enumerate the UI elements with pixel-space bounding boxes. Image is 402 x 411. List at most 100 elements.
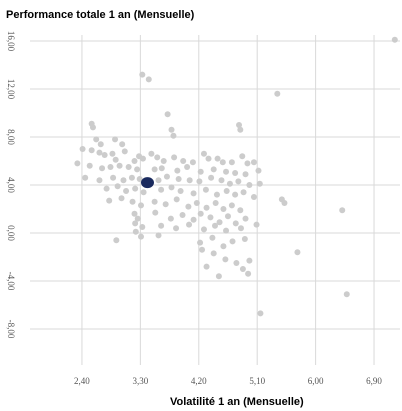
x-tick-label: 5,10 bbox=[249, 376, 265, 386]
data-point bbox=[93, 136, 100, 143]
data-point bbox=[203, 204, 210, 211]
data-point bbox=[107, 164, 114, 170]
data-point bbox=[145, 76, 152, 83]
data-point bbox=[139, 155, 146, 162]
data-point bbox=[140, 189, 147, 196]
data-point bbox=[74, 160, 81, 167]
y-axis-title: Performance totale 1 an (Mensuelle) bbox=[6, 9, 195, 21]
data-point bbox=[186, 177, 193, 184]
data-point bbox=[208, 174, 215, 181]
data-point bbox=[151, 198, 158, 205]
data-point bbox=[152, 209, 159, 216]
data-point bbox=[132, 185, 139, 192]
data-point bbox=[136, 176, 143, 182]
data-point bbox=[168, 184, 175, 191]
x-tick-label: 3,30 bbox=[132, 376, 148, 386]
data-point bbox=[207, 214, 214, 221]
data-point bbox=[113, 237, 120, 244]
data-point bbox=[294, 249, 301, 256]
data-point bbox=[114, 183, 121, 190]
data-point bbox=[339, 207, 346, 214]
y-tick-label: 16,00 bbox=[6, 31, 16, 52]
data-point bbox=[214, 155, 221, 162]
data-point bbox=[209, 234, 216, 241]
data-point bbox=[216, 219, 223, 226]
data-point bbox=[213, 191, 220, 198]
data-point bbox=[250, 194, 257, 200]
data-point bbox=[235, 178, 242, 185]
data-point bbox=[391, 36, 398, 43]
data-point bbox=[158, 222, 165, 229]
data-point bbox=[205, 155, 212, 162]
data-point bbox=[200, 226, 207, 233]
data-point bbox=[119, 141, 126, 148]
data-point bbox=[186, 221, 193, 228]
data-point bbox=[138, 233, 144, 240]
data-point bbox=[96, 149, 103, 156]
data-point bbox=[106, 197, 113, 204]
data-point bbox=[89, 124, 96, 131]
data-point bbox=[219, 159, 226, 166]
y-tick-label: -8,00 bbox=[6, 320, 16, 339]
data-point bbox=[228, 159, 235, 166]
data-point bbox=[223, 188, 230, 194]
data-point bbox=[131, 210, 138, 217]
data-point bbox=[212, 222, 218, 229]
data-point bbox=[200, 150, 207, 157]
data-point bbox=[148, 150, 155, 157]
data-point bbox=[241, 236, 248, 242]
data-point bbox=[116, 162, 123, 169]
data-point bbox=[128, 174, 135, 181]
data-point bbox=[103, 185, 110, 192]
data-point bbox=[174, 167, 181, 174]
data-point bbox=[189, 159, 196, 166]
data-point bbox=[163, 173, 170, 180]
data-point bbox=[96, 177, 103, 184]
data-point bbox=[177, 188, 184, 194]
y-tick-label: 4,00 bbox=[6, 177, 16, 193]
data-point bbox=[123, 188, 130, 194]
data-point bbox=[197, 239, 204, 246]
data-point bbox=[242, 171, 249, 178]
y-tick-labels: 16,00 12,00 8,00 4,00 0,00 -4,00 -8,00 bbox=[6, 31, 16, 339]
data-point bbox=[190, 190, 197, 197]
data-point bbox=[242, 215, 249, 222]
data-point bbox=[246, 182, 253, 188]
data-point bbox=[236, 122, 243, 128]
data-point bbox=[118, 195, 125, 202]
y-tick-label: -4,00 bbox=[6, 272, 16, 291]
data-point bbox=[154, 154, 161, 161]
data-point bbox=[173, 225, 180, 232]
data-point bbox=[173, 196, 180, 203]
data-point bbox=[197, 168, 204, 175]
data-point bbox=[197, 210, 204, 217]
data-point bbox=[134, 166, 141, 173]
data-point bbox=[237, 207, 244, 214]
data-point bbox=[185, 203, 192, 210]
data-point bbox=[220, 206, 227, 212]
data-point bbox=[193, 200, 200, 206]
data-point bbox=[88, 147, 95, 154]
data-point bbox=[132, 228, 139, 235]
x-tick-label: 2,40 bbox=[74, 376, 90, 386]
data-point bbox=[215, 273, 222, 280]
data-point bbox=[237, 225, 244, 232]
data-point bbox=[233, 260, 240, 266]
data-point bbox=[232, 191, 239, 198]
data-point bbox=[155, 177, 162, 184]
data-point bbox=[120, 177, 127, 184]
data-point bbox=[175, 176, 182, 182]
data-point bbox=[232, 220, 239, 227]
data-point bbox=[125, 164, 132, 170]
data-point bbox=[210, 250, 217, 257]
data-point bbox=[245, 270, 252, 277]
highlighted-point bbox=[140, 177, 154, 189]
data-point bbox=[281, 200, 288, 206]
y-tick-label: 0,00 bbox=[6, 225, 16, 241]
data-point bbox=[155, 232, 162, 239]
data-point bbox=[82, 174, 89, 181]
data-point bbox=[168, 126, 175, 133]
data-point bbox=[121, 148, 128, 155]
data-point bbox=[112, 136, 119, 143]
